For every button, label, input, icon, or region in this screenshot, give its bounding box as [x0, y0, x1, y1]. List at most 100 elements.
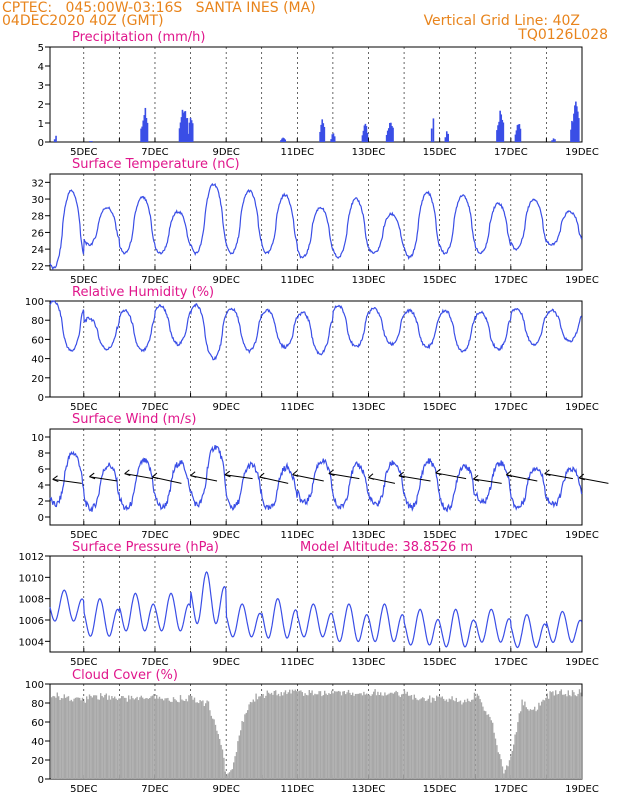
- plot-frame: [49, 173, 583, 271]
- x-tick-label: 19DEC: [565, 530, 599, 541]
- y-tick-label: 0: [38, 393, 44, 404]
- cloud-bar: [129, 699, 131, 779]
- cloud-bar: [130, 695, 133, 779]
- x-tick-label: 9DEC: [212, 530, 239, 541]
- y-tick-label: 0: [38, 138, 44, 149]
- cloud-bar: [213, 719, 215, 779]
- cloud-bar: [555, 690, 557, 779]
- x-tick-label: 7DEC: [141, 784, 168, 795]
- cloud-bar: [356, 693, 358, 779]
- cloud-bar: [209, 710, 211, 779]
- cloud-bar: [493, 732, 495, 779]
- precip-bar: [333, 136, 336, 142]
- cloud-bar: [416, 699, 418, 779]
- cloud-bar: [543, 700, 546, 779]
- wind-vector: [328, 473, 360, 480]
- cloud-bar: [154, 698, 156, 779]
- cloud-bar: [115, 698, 117, 779]
- cloud-bar: [444, 700, 446, 779]
- cloud-bar: [270, 692, 273, 779]
- cloud-bar: [95, 695, 98, 779]
- cloud-bar: [469, 701, 471, 779]
- cloud-bar: [335, 691, 337, 779]
- cloud-bar: [321, 696, 323, 779]
- cloud-bar: [518, 713, 520, 779]
- precip-bar: [321, 119, 324, 142]
- cloud-bar: [107, 699, 109, 779]
- cloud-bar: [506, 765, 508, 779]
- cloud-bar: [175, 700, 177, 779]
- cloud-bar: [350, 694, 352, 779]
- precip-bar: [365, 126, 368, 142]
- x-tick-label: 11DEC: [280, 657, 314, 668]
- cloud-bar: [441, 696, 443, 779]
- cloud-bar: [216, 730, 218, 779]
- precip-bar: [91, 141, 93, 142]
- cloud-bar: [283, 692, 285, 779]
- wind-vector: [292, 474, 324, 482]
- cloud-bar: [574, 695, 576, 779]
- precip-bar: [283, 138, 285, 142]
- cloud-bar: [273, 690, 275, 779]
- header-grid-note: Vertical Grid Line: 40Z: [423, 13, 580, 29]
- cloud-bar: [228, 772, 231, 779]
- cloud-bar: [490, 720, 492, 779]
- cloud-bar: [532, 709, 534, 779]
- x-tick-label: 5DEC: [70, 275, 97, 286]
- cloud-bar: [94, 695, 96, 779]
- cloud-bar: [272, 694, 274, 779]
- panel-6: 0 20 40 60 80 100 5DEC 7DEC 9DEC 11DEC 13DEC 15DEC 1…: [25, 668, 599, 795]
- panel-title: Surface Wind (m/s): [72, 412, 196, 427]
- panel-title: Surface Pressure (hPa): [72, 540, 219, 555]
- cloud-bar: [499, 754, 501, 779]
- cloud-bar: [564, 694, 567, 779]
- cloud-bar: [364, 694, 366, 779]
- cloud-bar: [109, 699, 112, 779]
- cloud-bar: [87, 699, 89, 779]
- cloud-bar: [342, 691, 344, 779]
- cloud-bar: [188, 695, 190, 779]
- cloud-bar: [486, 714, 488, 779]
- precip-bar: [574, 105, 576, 142]
- precip-bar: [188, 122, 191, 142]
- precip-bar: [284, 139, 287, 142]
- cloud-bar: [184, 700, 186, 779]
- cloud-bar: [133, 699, 135, 779]
- cloud-bar: [324, 690, 326, 779]
- cloud-bar: [573, 692, 575, 779]
- cloud-bar: [527, 709, 529, 779]
- cloud-bar: [116, 700, 119, 779]
- cloud-bar: [93, 695, 95, 779]
- x-tick-label: 17DEC: [494, 657, 528, 668]
- cloud-bar: [214, 724, 217, 779]
- cloud-bar: [63, 694, 65, 779]
- cloud-bar: [262, 694, 264, 779]
- x-tick-label: 17DEC: [494, 530, 528, 541]
- wind-vector-head: [435, 468, 442, 476]
- wind-vector-head: [259, 472, 266, 480]
- y-tick-label: 20: [31, 756, 44, 767]
- cloud-bar: [178, 702, 180, 779]
- cloud-bar: [370, 696, 372, 779]
- cloud-bar: [325, 693, 327, 779]
- cloud-bar: [336, 691, 338, 779]
- y-tick-label: 60: [31, 718, 44, 729]
- cloud-bar: [436, 695, 438, 779]
- precip-bar: [144, 107, 147, 142]
- cloud-bar: [156, 695, 158, 779]
- cloud-bar: [296, 691, 298, 779]
- cloud-bar: [385, 695, 387, 779]
- cloud-bar: [258, 696, 260, 779]
- wind-vector: [124, 473, 154, 480]
- wind-vector-head: [152, 472, 159, 480]
- cloud-bar: [237, 741, 239, 779]
- precip-bar: [140, 128, 142, 142]
- cloud-bar: [408, 695, 410, 779]
- x-tick-label: 17DEC: [494, 147, 528, 158]
- cloud-bar: [394, 692, 396, 779]
- wind-vector: [473, 478, 502, 484]
- x-tick-label: 13DEC: [352, 657, 386, 668]
- cloud-bar: [144, 698, 147, 779]
- cloud-bar: [226, 775, 228, 779]
- cloud-bar: [172, 697, 175, 779]
